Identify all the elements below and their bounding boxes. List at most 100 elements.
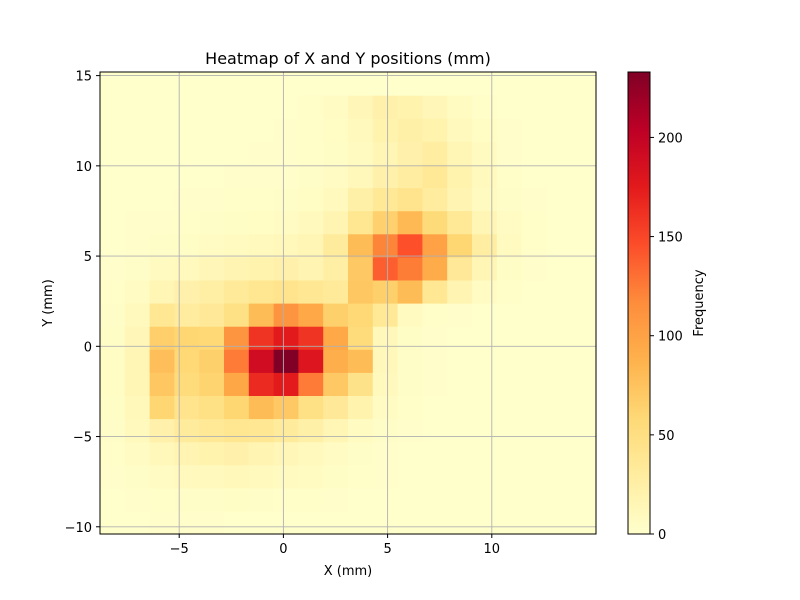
heatmap-cell xyxy=(372,464,399,489)
heatmap-cell xyxy=(521,118,547,142)
heatmap-cell xyxy=(397,233,423,258)
heatmap-cell xyxy=(372,118,399,142)
heatmap-cell xyxy=(447,279,473,304)
heatmap-cell xyxy=(546,418,572,443)
heatmap-cell xyxy=(472,349,498,373)
heatmap-cell xyxy=(323,72,349,96)
heatmap-cell xyxy=(372,210,399,235)
heatmap-cell xyxy=(273,279,299,304)
colorbar-tick-label: 150 xyxy=(658,231,683,246)
heatmap-cell xyxy=(199,418,225,443)
heatmap-cell xyxy=(199,487,225,512)
heatmap-cell xyxy=(422,95,448,119)
heatmap-cell xyxy=(372,72,399,96)
heatmap-cell xyxy=(199,464,225,489)
heatmap-cell xyxy=(571,279,597,304)
heatmap-cell xyxy=(372,510,399,535)
heatmap-cell xyxy=(348,118,374,142)
heatmap-cell xyxy=(149,487,175,512)
heatmap-cell xyxy=(496,279,523,304)
heatmap-cell xyxy=(323,349,349,373)
heatmap-cell xyxy=(546,118,572,142)
heatmap-cell xyxy=(496,349,523,373)
heatmap-cell xyxy=(496,118,523,142)
heatmap-cell xyxy=(546,487,572,512)
heatmap-cell xyxy=(323,326,349,350)
x-tick-label: −5 xyxy=(170,542,189,557)
heatmap-cell xyxy=(224,72,250,96)
grid-lines xyxy=(100,72,596,534)
heatmap-cell xyxy=(273,395,299,420)
heatmap-cell xyxy=(472,141,498,165)
heatmap-cell xyxy=(521,233,547,258)
x-axis-label: X (mm) xyxy=(324,564,373,579)
heatmap-cell xyxy=(248,118,275,142)
heatmap-cell xyxy=(199,441,225,466)
heatmap-cell xyxy=(521,487,547,512)
heatmap-cell xyxy=(397,141,423,165)
heatmap-cell xyxy=(372,95,399,119)
heatmap-cell xyxy=(273,233,299,258)
heatmap-cell xyxy=(224,256,250,281)
heatmap-cell xyxy=(149,210,175,235)
heatmap-cell xyxy=(447,233,473,258)
heatmap-cell xyxy=(174,233,200,258)
heatmap-cell xyxy=(422,141,448,165)
heatmap-cell xyxy=(298,95,324,119)
heatmap-cell xyxy=(149,256,175,281)
heatmap-cell xyxy=(472,279,498,304)
heatmap-cell xyxy=(447,326,473,350)
heatmap-cell xyxy=(372,349,399,373)
heatmap-cell xyxy=(124,256,151,281)
heatmap-cell xyxy=(323,372,349,396)
heatmap-cell xyxy=(397,303,423,327)
heatmap-cell xyxy=(521,441,547,466)
heatmap-cell xyxy=(298,164,324,189)
heatmap-cell xyxy=(124,164,151,189)
heatmap-cell xyxy=(372,372,399,396)
heatmap-cell xyxy=(298,487,324,512)
heatmap-cell xyxy=(472,395,498,420)
heatmap-cell xyxy=(298,118,324,142)
colorbar-tick-label: 200 xyxy=(658,131,683,146)
heatmap-cell xyxy=(224,510,250,535)
heatmap-cell xyxy=(124,95,151,119)
heatmap-cell xyxy=(546,510,572,535)
heatmap-cell xyxy=(323,256,349,281)
heatmap-cell xyxy=(298,141,324,165)
heatmap-cell xyxy=(397,464,423,489)
heatmap-cell xyxy=(248,303,275,327)
heatmap-cell xyxy=(248,418,275,443)
heatmap-cell xyxy=(149,72,175,96)
heatmap-cell xyxy=(199,303,225,327)
heatmap-cell xyxy=(348,164,374,189)
heatmap-cell xyxy=(348,487,374,512)
heatmap-cell xyxy=(397,187,423,212)
heatmap-cell xyxy=(348,441,374,466)
heatmap-cell xyxy=(348,95,374,119)
heatmap-cell xyxy=(447,464,473,489)
heatmap-cell xyxy=(174,303,200,327)
heatmap-cell xyxy=(447,210,473,235)
heatmap-cell xyxy=(273,510,299,535)
heatmap-cell xyxy=(447,95,473,119)
heatmap-cell xyxy=(496,303,523,327)
heatmap-cell xyxy=(372,441,399,466)
heatmap-cell xyxy=(248,141,275,165)
heatmap-cell xyxy=(571,118,597,142)
heatmap-cell xyxy=(224,395,250,420)
heatmap-cell xyxy=(100,233,126,258)
heatmap-cell xyxy=(546,349,572,373)
heatmap-cell xyxy=(224,349,250,373)
heatmap-cell xyxy=(199,187,225,212)
heatmap-cell xyxy=(224,441,250,466)
heatmap-cell xyxy=(571,395,597,420)
heatmap-cell xyxy=(124,464,151,489)
heatmap-cell xyxy=(348,372,374,396)
heatmap-cell xyxy=(521,95,547,119)
heatmap-cell xyxy=(100,395,126,420)
heatmap-cell xyxy=(298,395,324,420)
heatmap-cell xyxy=(546,233,572,258)
heatmap-cell xyxy=(521,303,547,327)
heatmap-cell xyxy=(472,210,498,235)
